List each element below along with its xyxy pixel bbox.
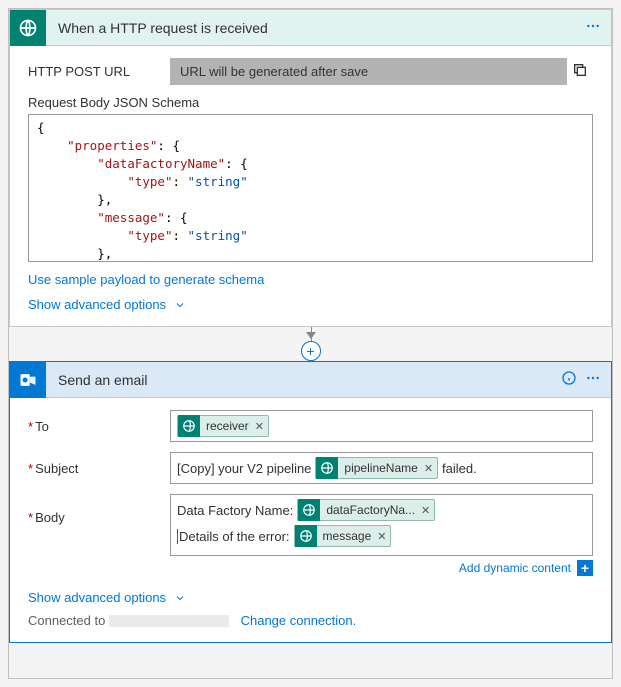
token-remove-icon[interactable]: ✕ — [377, 530, 386, 543]
more-icon[interactable] — [585, 370, 601, 389]
info-icon[interactable] — [561, 370, 577, 389]
token-icon — [178, 415, 200, 437]
to-label: To — [28, 419, 170, 434]
change-connection-link[interactable]: Change connection. — [241, 613, 357, 628]
sample-payload-link[interactable]: Use sample payload to generate schema — [28, 272, 593, 287]
connector: + — [9, 327, 612, 361]
token-message[interactable]: message ✕ — [294, 525, 392, 547]
subject-label: Subject — [28, 461, 170, 476]
outlook-icon — [10, 362, 46, 398]
token-data-factory-name[interactable]: dataFactoryNa... ✕ — [297, 499, 435, 521]
token-icon — [316, 457, 338, 479]
http-trigger-header[interactable]: When a HTTP request is received — [10, 10, 611, 46]
subject-field[interactable]: [Copy] your V2 pipeline pipelineName ✕ f… — [170, 452, 593, 484]
token-remove-icon[interactable]: ✕ — [255, 420, 264, 433]
token-remove-icon[interactable]: ✕ — [421, 504, 430, 517]
chevron-down-icon — [174, 590, 186, 605]
add-dynamic-content[interactable]: Add dynamic content + — [170, 560, 593, 576]
connection-name-masked — [109, 615, 229, 627]
send-email-card: Send an email To receiver ✕ Subject — [9, 361, 612, 643]
token-icon — [298, 499, 320, 521]
plus-icon: + — [577, 560, 593, 576]
add-step-button[interactable]: + — [301, 341, 321, 361]
more-icon[interactable] — [585, 18, 601, 37]
chevron-down-icon — [174, 297, 186, 312]
send-email-title: Send an email — [58, 372, 561, 388]
json-schema-box[interactable]: { "properties": { "dataFactoryName": { "… — [28, 114, 593, 262]
copy-url-icon[interactable] — [567, 62, 593, 81]
connection-row: Connected to Change connection. — [28, 613, 593, 628]
token-icon — [295, 525, 317, 547]
token-pipeline-name[interactable]: pipelineName ✕ — [315, 457, 438, 479]
token-receiver[interactable]: receiver ✕ — [177, 415, 269, 437]
designer-canvas: When a HTTP request is received HTTP POS… — [8, 8, 613, 679]
body-field[interactable]: Data Factory Name: dataFactoryNa... ✕ De… — [170, 494, 593, 556]
show-advanced-email[interactable]: Show advanced options — [28, 590, 593, 605]
show-advanced-http[interactable]: Show advanced options — [28, 297, 593, 312]
http-post-url-label: HTTP POST URL — [28, 64, 170, 79]
http-trigger-icon — [10, 10, 46, 46]
token-remove-icon[interactable]: ✕ — [424, 462, 433, 475]
http-post-url-field: URL will be generated after save — [170, 58, 567, 85]
body-label: Body — [28, 494, 170, 525]
http-trigger-title: When a HTTP request is received — [58, 20, 585, 36]
to-field[interactable]: receiver ✕ — [170, 410, 593, 442]
send-email-header[interactable]: Send an email — [10, 362, 611, 398]
http-trigger-card: When a HTTP request is received HTTP POS… — [9, 9, 612, 327]
schema-label: Request Body JSON Schema — [28, 95, 593, 110]
